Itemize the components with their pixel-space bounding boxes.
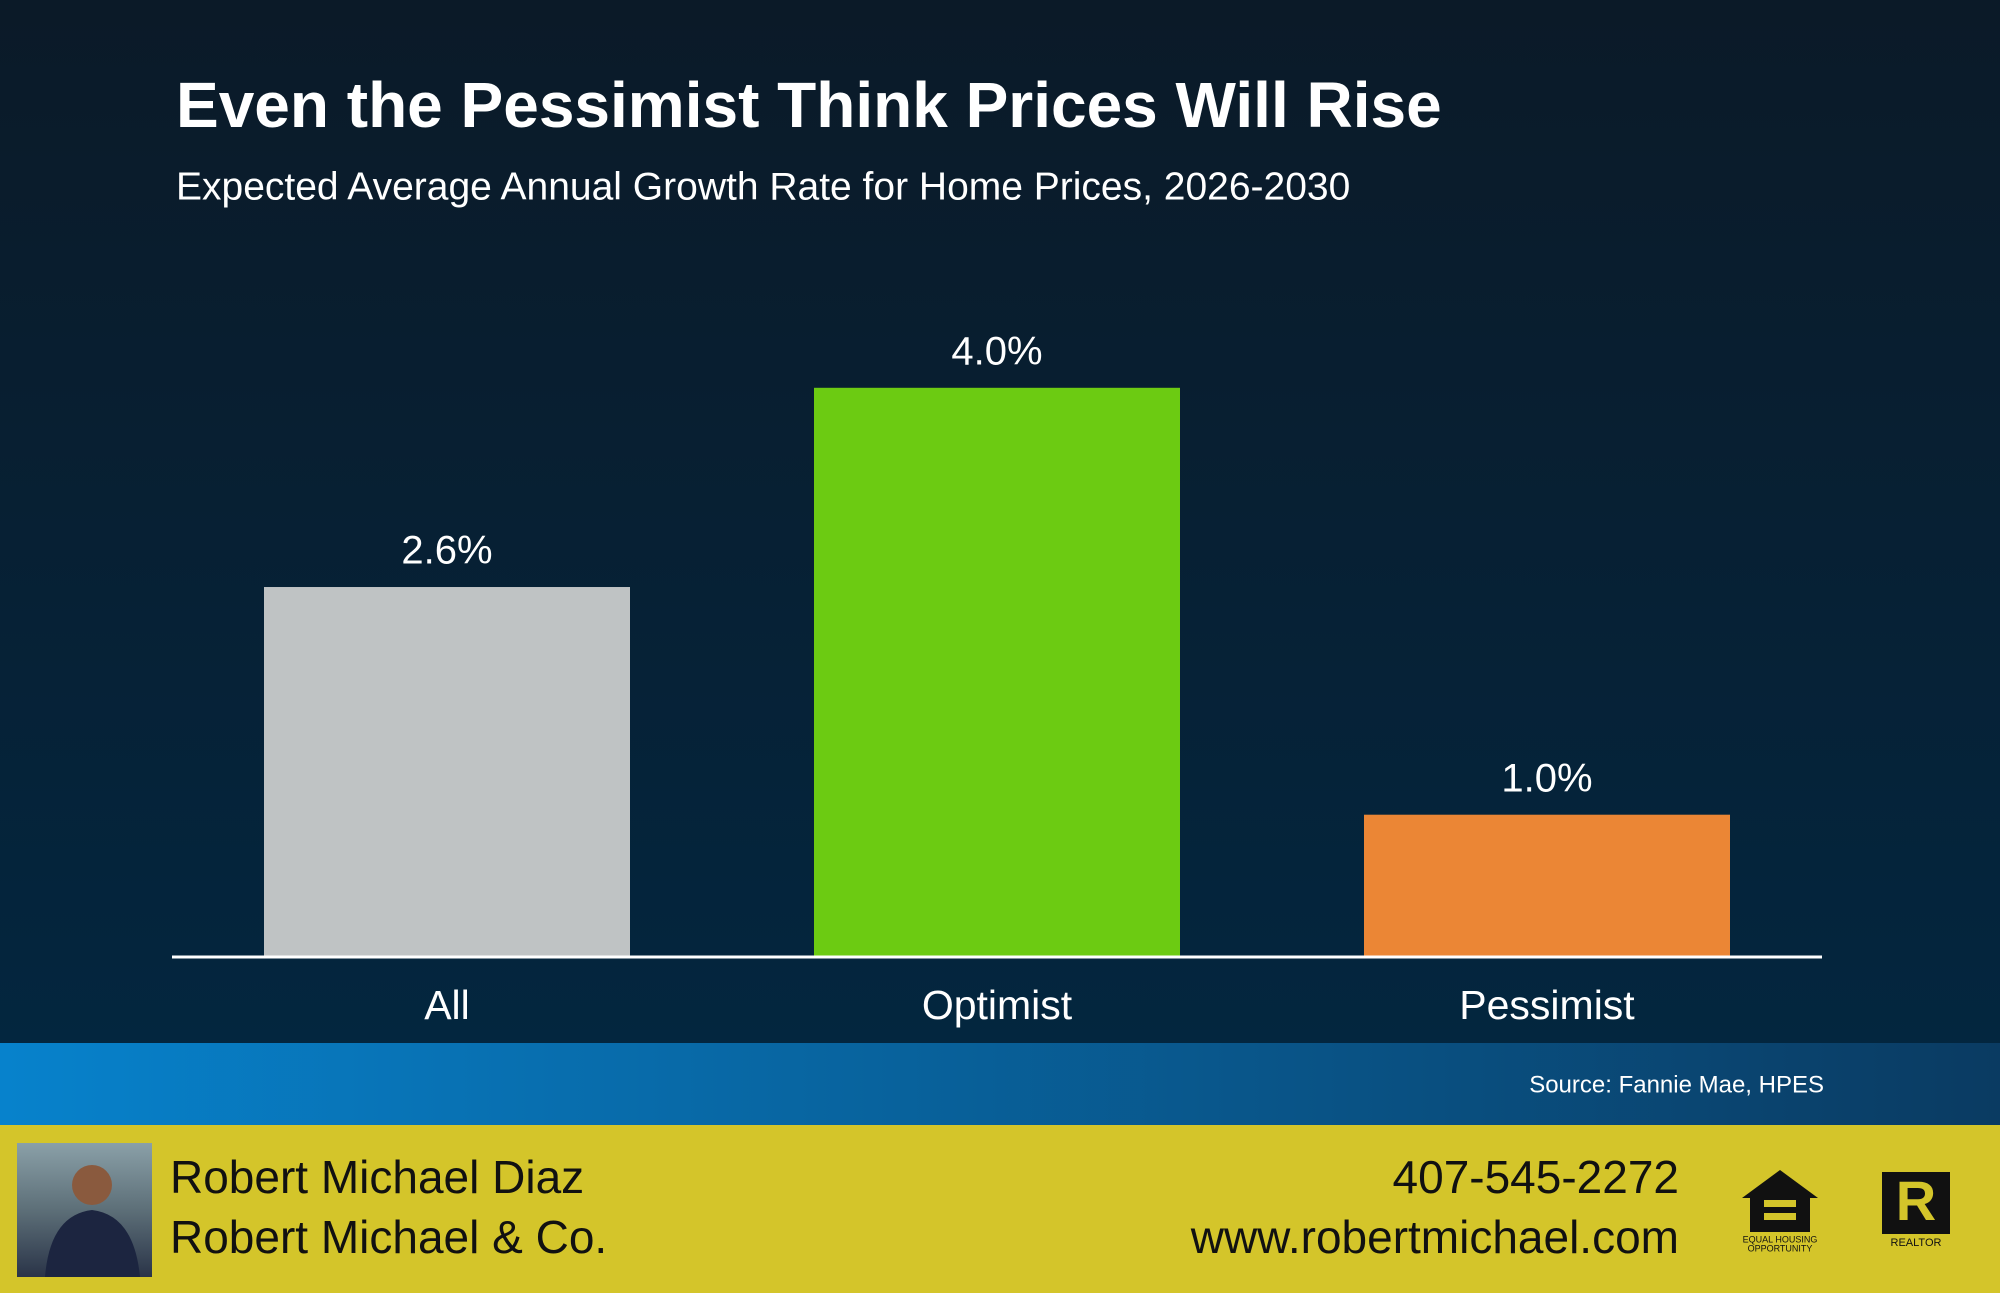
house-stripe	[1764, 1200, 1796, 1207]
realtor-logo: R REALTOR	[1882, 1169, 1950, 1249]
source: Source: Fannie Mae, HPES	[1529, 1071, 1824, 1098]
x-tick-label: Optimist	[922, 982, 1073, 1028]
x-tick-label: All	[424, 982, 470, 1028]
house-stripe	[1764, 1213, 1796, 1220]
agent-photo	[17, 1143, 152, 1277]
footer	[0, 1125, 2000, 1293]
bar	[264, 587, 630, 957]
logo-text: EQUAL HOUSING	[1743, 1234, 1818, 1244]
bar	[1364, 814, 1730, 957]
company: Robert Michael & Co.	[170, 1211, 607, 1263]
photo-head	[72, 1165, 112, 1205]
chart-title: Even the Pessimist Think Prices Will Ris…	[176, 69, 1442, 141]
source-band	[0, 1043, 2000, 1125]
realtor-r: R	[1896, 1169, 1936, 1232]
plot-area: 2.6% All 4.0% Optimist 1.0% Pessimist	[264, 329, 1730, 1028]
realtor-box	[1882, 1172, 1950, 1234]
phone: 407-545-2272	[1393, 1151, 1679, 1203]
logo-text: OPPORTUNITY	[1748, 1243, 1813, 1253]
equal-housing-logo: EQUAL HOUSING OPPORTUNITY	[1742, 1170, 1818, 1253]
x-tick-label: Pessimist	[1459, 982, 1635, 1028]
value-label: 4.0%	[951, 329, 1042, 373]
chart-subtitle: Expected Average Annual Growth Rate for …	[176, 165, 1350, 208]
bar	[814, 387, 1180, 957]
agent-name: Robert Michael Diaz	[170, 1151, 584, 1203]
logo-text: REALTOR	[1891, 1237, 1942, 1249]
value-label: 1.0%	[1501, 756, 1592, 800]
value-label: 2.6%	[401, 529, 492, 573]
photo-body	[45, 1210, 140, 1277]
website: www.robertmichael.com	[1190, 1211, 1679, 1263]
